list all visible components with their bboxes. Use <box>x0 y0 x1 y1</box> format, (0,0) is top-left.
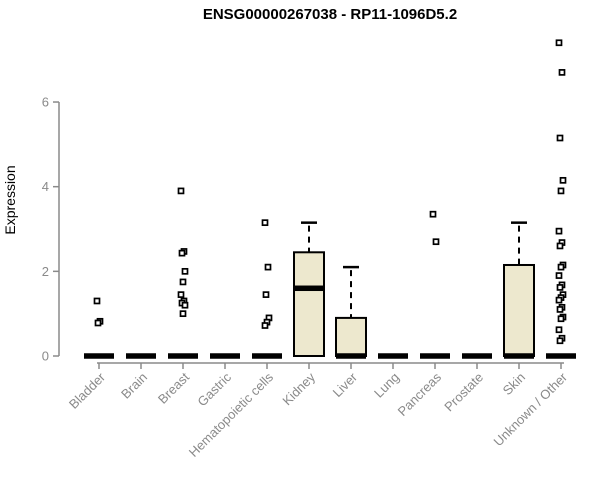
outlier-point <box>177 187 185 195</box>
median-line <box>462 353 492 359</box>
outlier-point <box>94 319 102 327</box>
x-tick-label: Unknown / Other <box>491 369 571 449</box>
outlier-point <box>555 296 563 304</box>
y-tick-label: 4 <box>42 179 49 194</box>
y-tick-label: 0 <box>42 349 49 364</box>
median-line <box>126 353 156 359</box>
chart-title: ENSG00000267038 - RP11-1096D5.2 <box>203 6 457 23</box>
x-tick-label: Breast <box>155 369 192 406</box>
outlier-point <box>181 301 189 309</box>
outlier-point <box>93 297 101 305</box>
outlier-point <box>556 306 564 313</box>
outlier-point <box>264 263 272 271</box>
outlier-point <box>432 238 440 246</box>
x-tick-label: Gastric <box>194 369 234 409</box>
outlier-point <box>557 187 565 195</box>
outlier-point <box>261 219 269 227</box>
outlier-point <box>557 315 565 323</box>
x-tick-label: Skin <box>500 370 528 398</box>
median-line <box>84 353 114 359</box>
median-line <box>378 353 408 359</box>
outlier-point <box>558 69 566 76</box>
outlier-point <box>556 242 564 250</box>
outlier-point <box>429 210 437 218</box>
outlier-point <box>556 284 564 291</box>
box <box>335 316 367 358</box>
outlier-point <box>559 176 567 184</box>
outlier-point <box>178 249 186 257</box>
x-tick-label: Pancreas <box>395 369 445 419</box>
outlier-point <box>555 326 563 334</box>
y-axis-label: Expression <box>2 165 18 234</box>
outlier-point <box>555 272 563 279</box>
y-tick-label: 6 <box>42 95 49 110</box>
outlier-point <box>262 291 270 298</box>
x-tick-label: Brain <box>118 370 150 402</box>
box <box>503 263 535 358</box>
median-line <box>546 353 576 359</box>
median-line <box>168 353 198 359</box>
median-line <box>336 353 366 359</box>
outlier-point <box>261 322 269 329</box>
x-tick-label: Lung <box>371 370 402 401</box>
median-line <box>294 285 324 292</box>
outlier-point <box>179 310 187 318</box>
y-tick-label: 2 <box>42 264 49 279</box>
x-tick-label: Kidney <box>279 369 318 408</box>
outlier-point <box>181 267 189 275</box>
median-line <box>504 353 534 359</box>
outlier-point <box>177 291 185 298</box>
x-tick-label: Prostate <box>441 370 486 415</box>
x-tick-label: Bladder <box>66 369 109 412</box>
outlier-point <box>557 263 565 271</box>
outlier-point <box>556 337 564 345</box>
x-tick-label: Liver <box>330 369 361 400</box>
median-line <box>252 353 282 359</box>
median-line <box>210 353 240 359</box>
outlier-point <box>556 134 564 142</box>
outlier-point <box>179 278 187 286</box>
box <box>293 251 325 358</box>
outlier-point <box>555 227 563 235</box>
outlier-point <box>555 39 563 47</box>
median-line <box>420 353 450 359</box>
